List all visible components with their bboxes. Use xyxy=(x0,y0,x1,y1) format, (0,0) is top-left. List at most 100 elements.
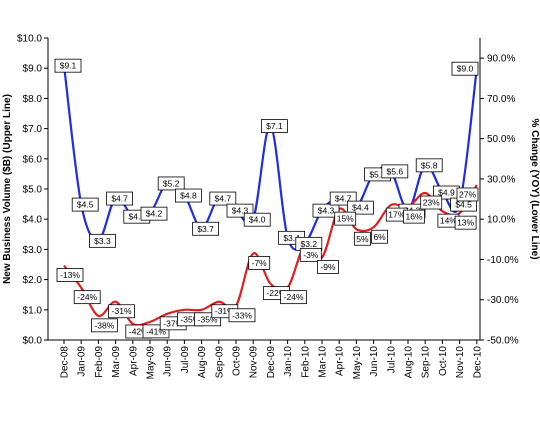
data-label-text: $4.7 xyxy=(111,194,128,204)
data-label-text: $9.1 xyxy=(60,61,77,71)
y-right-tick-label: 30.0% xyxy=(487,174,515,185)
data-label-text: $4.9 xyxy=(438,188,455,198)
y-axis-left-title: New Business Volume ($B) (Upper Line) xyxy=(2,94,13,284)
x-tick-label: May-09 xyxy=(146,346,157,380)
data-label-text: $4.0 xyxy=(249,215,266,225)
data-label-box xyxy=(54,58,82,73)
data-label-box xyxy=(260,119,288,133)
data-label-box xyxy=(174,188,202,203)
y-right-tick-label: 50.0% xyxy=(487,134,515,145)
y-left-tick-label: $3.0 xyxy=(23,245,43,256)
data-label-text: 5% xyxy=(356,234,369,244)
y-right-tick-label: -30.0% xyxy=(487,295,519,306)
x-tick-label: Feb-10 xyxy=(300,346,311,378)
data-label-text: 23% xyxy=(423,198,440,208)
y-left-tick-label: $7.0 xyxy=(23,124,43,135)
y-left-tick-label: $8.0 xyxy=(23,94,43,105)
data-label-box xyxy=(403,209,425,224)
data-label-text: 27% xyxy=(459,189,476,199)
x-tick-label: Apr-10 xyxy=(335,346,346,376)
data-label-text: $4.8 xyxy=(180,191,197,201)
data-label-text: $4.5 xyxy=(455,200,472,210)
data-label-box xyxy=(248,256,271,270)
x-tick-label: Nov-10 xyxy=(455,346,466,379)
yoy-data-label: -38% xyxy=(91,318,118,333)
yoy-data-label: 23% xyxy=(420,195,443,210)
yoy-data-label: 27% xyxy=(456,187,479,202)
axes: $0.0 $1.0 $2.0 $3.0 $4.0 $5.0 $6.0 $7.0 $8.0 $9.0… xyxy=(17,34,519,380)
x-tick-label: Mar-10 xyxy=(318,346,329,378)
volume-data-label: $3.3 xyxy=(89,233,116,248)
data-label-text: $9.0 xyxy=(457,64,474,74)
volume-data-label: $5.2 xyxy=(157,176,185,191)
yoy-data-label: 16% xyxy=(403,209,425,224)
data-label-box xyxy=(108,304,135,319)
data-label-text: $3.4 xyxy=(283,233,300,243)
x-tick-label: Apr-09 xyxy=(128,346,139,376)
data-label-text: -42% xyxy=(129,327,149,337)
data-label-box xyxy=(73,290,101,305)
yoy-data-label: 13% xyxy=(454,215,477,230)
data-label-text: -22% xyxy=(266,288,286,298)
data-label-box xyxy=(157,176,185,191)
data-label-text: 6% xyxy=(373,232,386,242)
yoy-data-label: 5% xyxy=(353,231,371,246)
volume-data-label: $4.7 xyxy=(106,191,133,206)
x-tick-label: Mar-09 xyxy=(111,346,122,378)
data-label-text: -37% xyxy=(163,318,183,328)
y-left-tick-label: $9.0 xyxy=(23,64,43,75)
data-label-text: -38% xyxy=(94,320,114,330)
volume-data-label: $4.7 xyxy=(209,191,237,206)
data-label-box xyxy=(371,229,389,244)
yoy-data-label: -3% xyxy=(299,247,322,262)
x-tick-label: Oct-10 xyxy=(438,346,449,376)
data-label-box xyxy=(280,290,308,305)
yoy-data-label: 17% xyxy=(385,207,408,222)
data-label-box xyxy=(381,164,409,179)
x-tick-label: Jun-10 xyxy=(369,346,380,377)
data-label-text: $5.5 xyxy=(369,169,386,179)
data-label-text: $4.5 xyxy=(77,200,94,210)
data-label-box xyxy=(91,318,118,333)
data-label-text: -9% xyxy=(320,262,336,272)
y-left-tick-label: $6.0 xyxy=(23,154,43,165)
yoy-data-label: -33% xyxy=(228,308,256,323)
data-label-text: $4.2 xyxy=(146,209,163,219)
data-label-text: $3.3 xyxy=(94,236,111,246)
data-label-text: 14% xyxy=(440,216,457,226)
data-label-text: 15% xyxy=(337,214,354,224)
data-label-box xyxy=(415,158,443,173)
yoy-data-label: -31% xyxy=(108,304,135,319)
y-right-tick-label: 10.0% xyxy=(487,215,515,226)
yoy-data-label: -24% xyxy=(280,290,308,305)
y-left-tick-label: $0.0 xyxy=(23,336,43,347)
data-label-text: -7% xyxy=(252,258,268,268)
volume-data-label: $9.1 xyxy=(54,58,82,73)
volume-data-label: $5.8 xyxy=(415,158,443,173)
data-label-text: -33% xyxy=(232,310,252,320)
y-right-tick-label: -50.0% xyxy=(487,336,519,347)
x-tick-label: Jan-09 xyxy=(77,346,88,377)
data-label-box xyxy=(454,215,477,230)
yoy-data-label: -7% xyxy=(248,256,271,270)
data-label-text: -41% xyxy=(146,326,166,336)
y-right-tick-label: 70.0% xyxy=(487,94,515,105)
x-tick-label: May-10 xyxy=(352,346,363,380)
data-label-box xyxy=(89,233,116,248)
data-label-text: $3.2 xyxy=(301,239,318,249)
data-label-text: -24% xyxy=(77,292,97,302)
x-tick-label: Jun-09 xyxy=(163,346,174,377)
data-label-box xyxy=(456,187,479,202)
x-tick-label: Feb-09 xyxy=(94,346,105,378)
data-label-text: -3% xyxy=(303,250,319,260)
data-label-text: $7.1 xyxy=(266,121,283,131)
data-label-box xyxy=(334,211,357,226)
data-label-text: $5.6 xyxy=(387,166,404,176)
data-label-text: -31% xyxy=(112,306,132,316)
x-tick-label: Aug-09 xyxy=(197,346,208,379)
data-label-box xyxy=(346,200,374,215)
data-label-text: -35% xyxy=(180,314,200,324)
volume-data-label: $4.8 xyxy=(174,188,202,203)
data-label-text: $5.2 xyxy=(163,178,180,188)
